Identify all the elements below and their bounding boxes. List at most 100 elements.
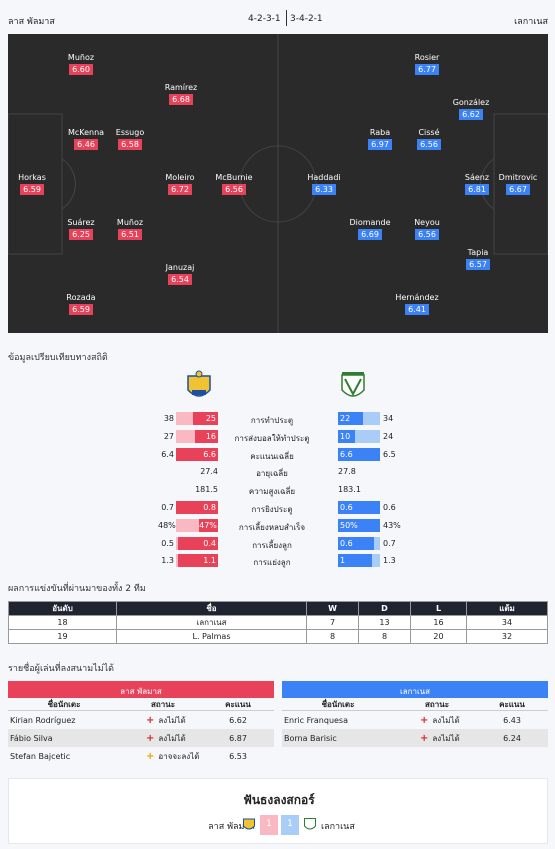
match-header: ลาส พัลมาส 4-2-3-1 3-4-2-1 เลกาเนส xyxy=(8,0,548,34)
stat-row: 1.3 1.1 การแย่งลูก 1 1.3 xyxy=(158,554,398,568)
home-stat-total: 1.3 xyxy=(161,556,174,566)
prediction-away-name: เลกาเนส xyxy=(321,822,355,832)
away-player[interactable]: Sáenz 6.81 xyxy=(464,173,490,195)
injury-cross-icon: + xyxy=(420,714,429,726)
home-stat-value: 1.1 xyxy=(178,554,218,568)
away-player[interactable]: Neyou 6.56 xyxy=(414,218,440,240)
stat-row: 27 16 การส่งบอลให้ทำประตู 10 24 xyxy=(158,429,398,444)
home-formation: 4-2-3-1 xyxy=(248,14,281,24)
list-item[interactable]: Enric Franquesa + ลงไม่ได้ 6.43 xyxy=(284,714,521,726)
stat-label: การทำประตู xyxy=(250,416,294,425)
col-d: D xyxy=(358,601,411,616)
away-stat-total: 24 xyxy=(383,431,394,441)
home-player[interactable]: Januzaj 6.54 xyxy=(165,263,195,285)
prediction-home-score: 1 xyxy=(260,815,278,835)
away-stat-total: 0.6 xyxy=(383,503,396,512)
away-stat-bar: 22 xyxy=(338,412,380,425)
home-stat-value: 6.6 xyxy=(176,447,218,461)
away-player[interactable]: Tapia 6.57 xyxy=(466,248,490,270)
away-player[interactable]: Hernández 6.41 xyxy=(395,293,439,315)
list-item[interactable]: Kirian Rodríguez + ลงไม่ได้ 6.62 xyxy=(10,714,247,726)
away-player[interactable]: Diomande 6.69 xyxy=(349,218,391,240)
col-w: W xyxy=(306,601,359,616)
stat-label: การเลี้ยงหลบสำเร็จ xyxy=(238,522,306,532)
stat-label: การเลี้ยงลูก xyxy=(252,540,292,550)
col-rank: อันดับ xyxy=(8,601,117,616)
stat-label: คะแนนเฉลี่ย xyxy=(250,451,294,461)
home-stat-value: 47% xyxy=(199,518,218,532)
stat-row: 0.7 0.8 การยิงประตู 0.6 0.6 xyxy=(158,501,398,515)
away-stat-total: 43% xyxy=(383,520,401,530)
away-stat-total: 0.7 xyxy=(383,538,396,548)
home-stat-value: 16 xyxy=(194,429,218,443)
home-player[interactable]: Suárez 6.25 xyxy=(67,218,95,240)
away-player[interactable]: González 6.62 xyxy=(452,98,490,120)
prediction-title: ฟันธงลงสกอร์ xyxy=(243,793,315,807)
col-name: ชื่อ xyxy=(116,601,307,616)
home-stat-bar: 47% xyxy=(176,518,218,532)
home-injury-list: ลาส พัลมาส ชื่อนักเตะ สถานะ คะแนน Kirian R… xyxy=(8,681,274,765)
col-l: L xyxy=(410,601,467,616)
home-player[interactable]: Essugo 6.58 xyxy=(115,128,145,150)
home-stat-value: 0.4 xyxy=(178,536,218,550)
list-item[interactable]: Fábio Silva + ลงไม่ได้ 6.87 xyxy=(8,729,274,747)
doubtful-cross-icon: + xyxy=(146,750,155,762)
away-stat-value: 0.6 xyxy=(338,501,380,514)
away-stat-bar: 0.6 xyxy=(338,501,380,514)
home-player[interactable]: Ramírez 6.68 xyxy=(164,83,198,105)
prediction-home-name: ลาส พัลมาส xyxy=(208,822,255,832)
away-player[interactable]: Haddadi 6.33 xyxy=(307,173,341,195)
stat-row: 48% 47% การเลี้ยงหลบสำเร็จ 50% 43% xyxy=(158,518,401,533)
away-stat-bar: 1 xyxy=(338,554,380,568)
stat-row: 0.5 0.4 การเลี้ยงลูก 0.6 0.7 xyxy=(158,536,398,551)
home-stat-value: 25 xyxy=(192,412,218,425)
injuries-title: รายชื่อผู้เล่นที่ลงสนามไม่ได้ xyxy=(8,664,114,674)
away-stat-value: 10 xyxy=(338,429,355,443)
home-stat-total: 0.7 xyxy=(161,503,174,512)
home-stat-bar: 0.8 xyxy=(176,501,218,514)
formation-divider xyxy=(286,10,287,26)
table-row[interactable]: 18 เลกาเนส 7 13 16 34 xyxy=(8,615,548,630)
stat-row: 181.5 ความสูงเฉลี่ย 183.1 xyxy=(158,483,398,497)
home-stat-total: 48% xyxy=(158,520,176,530)
injury-columns: ชื่อนักเตะ สถานะ คะแนน xyxy=(8,698,274,711)
home-crest-icon xyxy=(187,370,211,397)
stat-row: 6.4 6.6 คะแนนเฉลี่ย 6.6 6.5 xyxy=(158,447,398,462)
home-stat-bar: 6.6 xyxy=(176,447,218,461)
home-stat-total: 0.5 xyxy=(161,538,174,548)
home-crest-icon xyxy=(243,818,255,830)
home-player[interactable]: McBurnie 6.56 xyxy=(215,173,253,195)
away-player[interactable]: Raba 6.97 xyxy=(368,128,392,150)
away-player[interactable]: Rosier 6.77 xyxy=(414,53,440,75)
list-item[interactable]: Borna Barisic + ลงไม่ได้ 6.24 xyxy=(282,729,548,747)
away-stat-bar: 50% xyxy=(338,518,380,532)
stat-label: อายุเฉลี่ย xyxy=(256,469,288,479)
prediction-away-score: 1 xyxy=(281,815,299,835)
stat-row: 38 25 การทำประตู 22 34 xyxy=(158,412,398,426)
list-item[interactable]: Stefan Bajcetic + อาจจะลงได้ 6.53 xyxy=(10,750,247,762)
table-row[interactable]: 19 L. Palmas 8 8 20 32 xyxy=(8,629,548,644)
away-player[interactable]: Dmitrovic 6.67 xyxy=(498,173,538,195)
away-stat-bar: 6.6 xyxy=(338,447,380,461)
col-points: แต้ม xyxy=(466,601,548,616)
standings-title: ผลการแข่งขันที่ผ่านมาของทั้ง 2 ทีม xyxy=(8,584,146,594)
home-team-name: ลาส พัลมาส xyxy=(8,17,55,27)
home-player[interactable]: Horkas 6.59 xyxy=(18,173,46,195)
home-stat-value: 27.4 xyxy=(200,467,218,477)
home-player[interactable]: Muñoz 6.60 xyxy=(67,53,95,75)
away-stat-value: 50% xyxy=(338,518,380,532)
home-stat-total: 6.4 xyxy=(161,449,174,459)
home-player[interactable]: Rozada 6.59 xyxy=(66,293,96,315)
home-player[interactable]: Moleiro 6.72 xyxy=(165,173,195,195)
injury-cross-icon: + xyxy=(146,714,155,726)
stats-title: ข้อมูลเปรียบเทียบทางสถิติ xyxy=(8,353,108,363)
away-player[interactable]: Cissé 6.56 xyxy=(417,128,441,150)
away-stat-value: 22 xyxy=(338,412,364,425)
home-player[interactable]: McKenna 6.46 xyxy=(67,128,105,150)
away-crest-icon xyxy=(304,818,316,830)
away-stat-value: 183.1 xyxy=(338,485,361,495)
stat-label: การส่งบอลให้ทำประตู xyxy=(234,433,310,443)
away-stat-total: 1.3 xyxy=(383,556,396,566)
away-stat-value: 1 xyxy=(338,554,372,568)
home-player[interactable]: Muñoz 6.51 xyxy=(116,218,144,240)
